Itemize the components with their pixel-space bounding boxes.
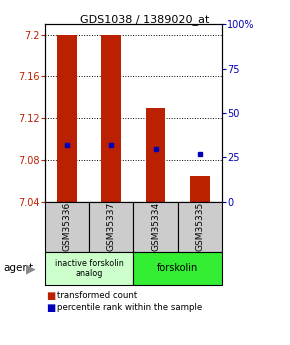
Bar <box>45 252 133 285</box>
Bar <box>190 176 210 202</box>
Text: ▶: ▶ <box>26 262 36 275</box>
Bar <box>57 34 77 202</box>
Bar <box>133 202 177 252</box>
Text: forskolin: forskolin <box>157 263 198 273</box>
Bar <box>146 108 166 202</box>
Bar <box>89 202 133 252</box>
Text: GSM35336: GSM35336 <box>63 202 72 252</box>
Bar <box>101 34 121 202</box>
Text: GSM35334: GSM35334 <box>151 202 160 252</box>
Text: inactive forskolin
analog: inactive forskolin analog <box>55 258 124 278</box>
Text: GSM35337: GSM35337 <box>107 202 116 252</box>
Text: ■: ■ <box>46 303 55 313</box>
Text: percentile rank within the sample: percentile rank within the sample <box>57 303 203 312</box>
Text: GSM35335: GSM35335 <box>195 202 204 252</box>
Bar <box>45 202 89 252</box>
Text: agent: agent <box>3 264 33 273</box>
Bar <box>177 202 222 252</box>
Text: ■: ■ <box>46 291 55 300</box>
Text: transformed count: transformed count <box>57 291 138 300</box>
Text: GDS1038 / 1389020_at: GDS1038 / 1389020_at <box>80 14 210 26</box>
Bar <box>133 252 222 285</box>
